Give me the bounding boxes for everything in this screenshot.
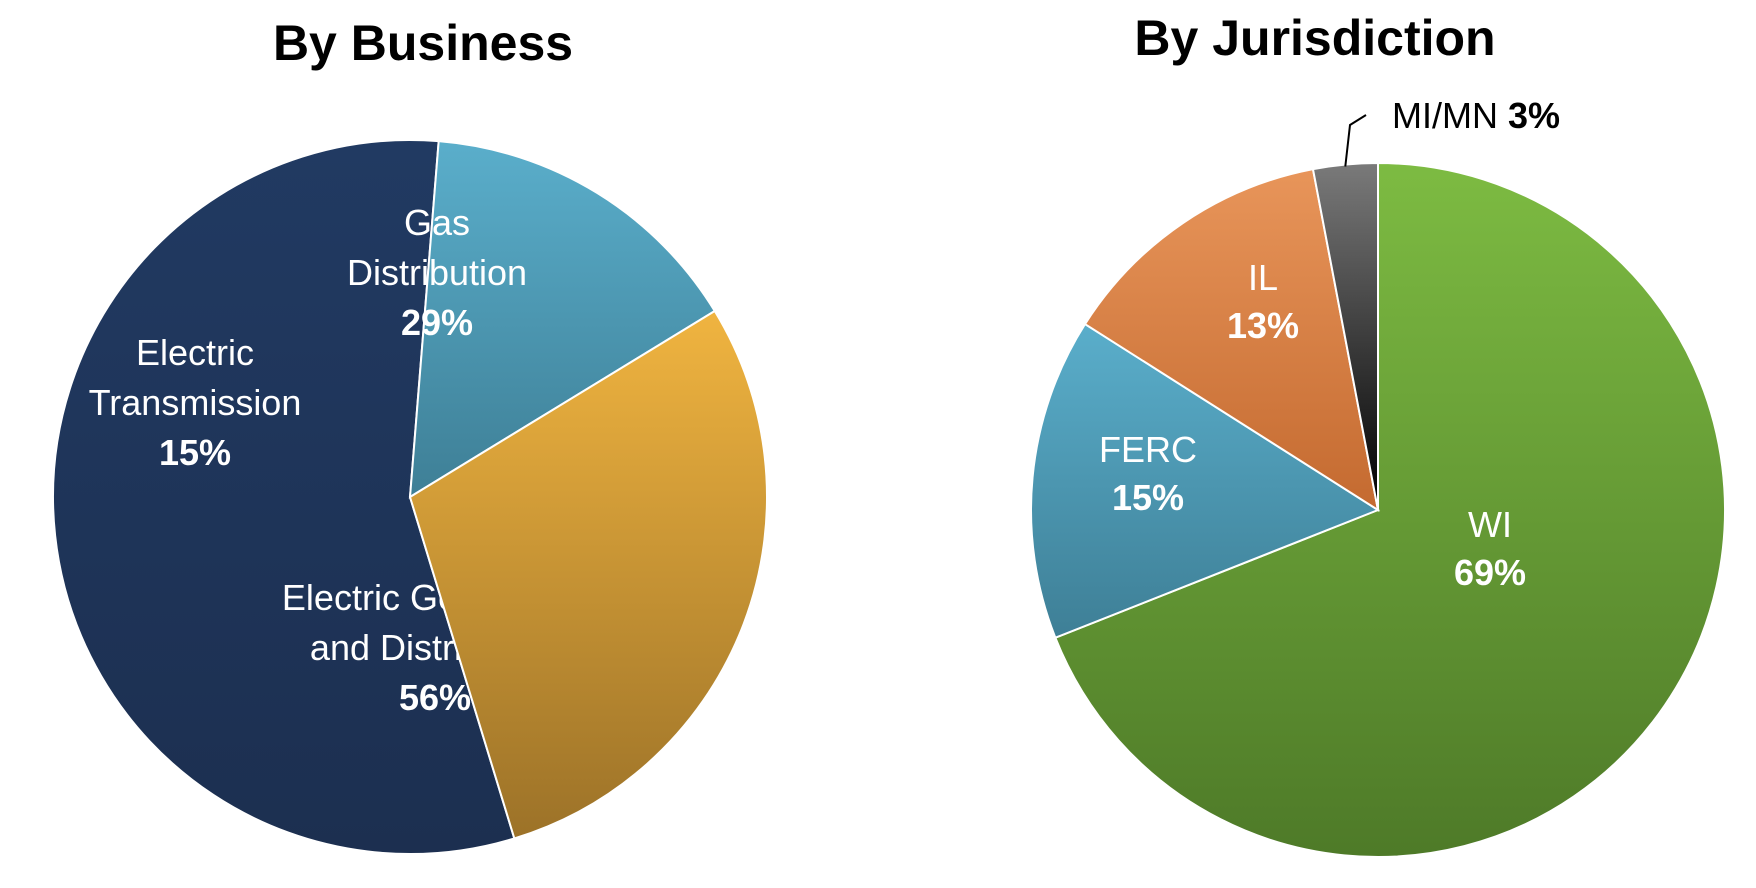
pie-slice-wi — [1054, 161, 1726, 858]
slice-label-mi-mn: MI/MN 3% — [1392, 95, 1560, 136]
slice-label-wi: WI 69% — [1454, 504, 1526, 593]
pie-slice-electric-generation-and-distribution — [52, 139, 516, 855]
slice-label-gas-distribution: Gas Distribution 29% — [347, 202, 527, 343]
slice-label-ferc: FERC 15% — [1099, 429, 1197, 518]
pie-jurisdiction: WI 69% FERC 15% IL 13% MI/MN 3% — [1030, 95, 1726, 858]
pie-slice-electric-transmission — [408, 140, 717, 499]
pie-business: Electric Generation and Distribution 56%El… — [52, 139, 768, 855]
slice-label-il: IL 13% — [1227, 257, 1299, 346]
leader-line-mi-mn — [1344, 114, 1367, 167]
chart-title-jurisdiction: By Jurisdiction — [1134, 10, 1495, 66]
pie-slice-ferc — [1030, 322, 1381, 640]
slice-label-electric-transmission: Electric Transmission 15% — [89, 332, 302, 473]
chart-title-business: By Business — [273, 15, 573, 71]
pie-slice-gas-distribution — [408, 309, 768, 840]
pie-slice-il — [1083, 167, 1380, 513]
